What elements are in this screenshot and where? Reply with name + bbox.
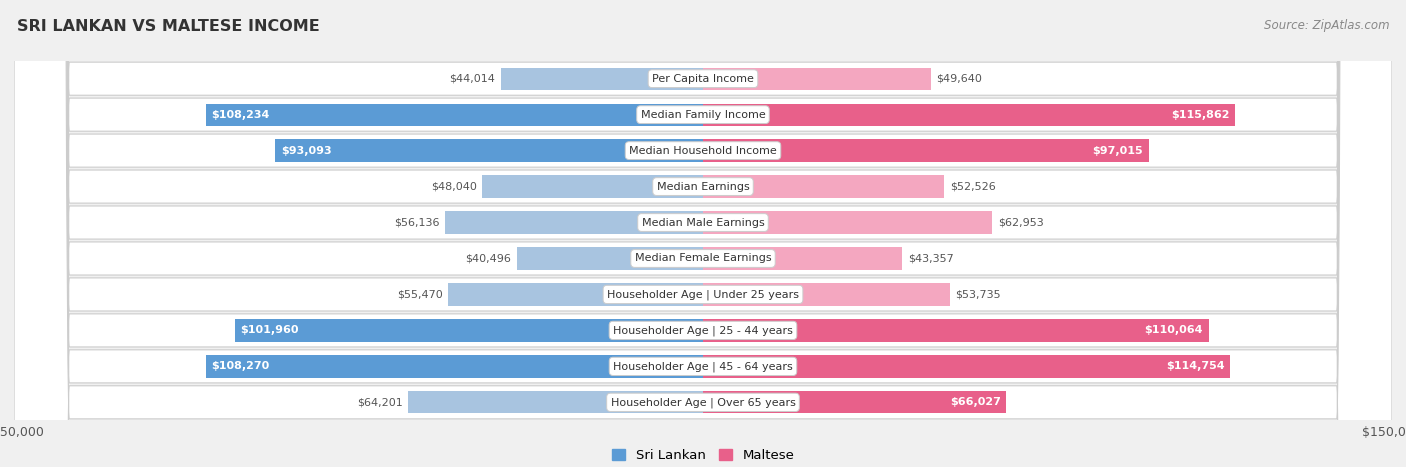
Text: $66,027: $66,027 xyxy=(950,397,1001,407)
FancyBboxPatch shape xyxy=(14,0,1392,467)
Bar xyxy=(703,140,1149,162)
Bar xyxy=(517,248,703,269)
Bar xyxy=(703,212,993,234)
Bar xyxy=(276,140,703,162)
Bar xyxy=(501,68,703,90)
FancyBboxPatch shape xyxy=(14,0,1392,467)
Text: $53,735: $53,735 xyxy=(955,290,1001,299)
Text: $49,640: $49,640 xyxy=(936,74,983,84)
Bar xyxy=(408,391,703,413)
Text: $43,357: $43,357 xyxy=(908,254,953,263)
Text: $55,470: $55,470 xyxy=(396,290,443,299)
Text: Median Male Earnings: Median Male Earnings xyxy=(641,218,765,227)
FancyBboxPatch shape xyxy=(14,0,1392,467)
Text: Median Family Income: Median Family Income xyxy=(641,110,765,120)
Text: Source: ZipAtlas.com: Source: ZipAtlas.com xyxy=(1264,19,1389,32)
Bar xyxy=(703,104,1234,126)
Text: $64,201: $64,201 xyxy=(357,397,402,407)
Text: $40,496: $40,496 xyxy=(465,254,512,263)
Bar xyxy=(703,176,945,198)
Text: $93,093: $93,093 xyxy=(281,146,332,156)
Text: Median Household Income: Median Household Income xyxy=(628,146,778,156)
FancyBboxPatch shape xyxy=(14,0,1392,467)
Text: $114,754: $114,754 xyxy=(1166,361,1225,371)
Text: Householder Age | 45 - 64 years: Householder Age | 45 - 64 years xyxy=(613,361,793,372)
Bar xyxy=(449,283,703,305)
Bar xyxy=(205,355,703,377)
Text: $97,015: $97,015 xyxy=(1092,146,1143,156)
Bar xyxy=(703,391,1007,413)
Bar xyxy=(703,319,1209,341)
Text: $115,862: $115,862 xyxy=(1171,110,1230,120)
FancyBboxPatch shape xyxy=(14,0,1392,467)
Text: $108,270: $108,270 xyxy=(211,361,270,371)
Text: $52,526: $52,526 xyxy=(950,182,995,191)
Bar xyxy=(703,68,931,90)
Bar xyxy=(235,319,703,341)
Text: Median Female Earnings: Median Female Earnings xyxy=(634,254,772,263)
Bar xyxy=(703,355,1230,377)
Text: Householder Age | Over 65 years: Householder Age | Over 65 years xyxy=(610,397,796,408)
FancyBboxPatch shape xyxy=(14,0,1392,467)
Text: $44,014: $44,014 xyxy=(450,74,495,84)
Legend: Sri Lankan, Maltese: Sri Lankan, Maltese xyxy=(606,444,800,467)
FancyBboxPatch shape xyxy=(14,0,1392,467)
Bar xyxy=(703,248,903,269)
Bar xyxy=(482,176,703,198)
FancyBboxPatch shape xyxy=(14,0,1392,467)
Text: Householder Age | 25 - 44 years: Householder Age | 25 - 44 years xyxy=(613,325,793,336)
Text: $62,953: $62,953 xyxy=(998,218,1043,227)
FancyBboxPatch shape xyxy=(14,0,1392,467)
Text: $110,064: $110,064 xyxy=(1144,325,1204,335)
Text: Householder Age | Under 25 years: Householder Age | Under 25 years xyxy=(607,289,799,300)
Text: Per Capita Income: Per Capita Income xyxy=(652,74,754,84)
Text: SRI LANKAN VS MALTESE INCOME: SRI LANKAN VS MALTESE INCOME xyxy=(17,19,319,34)
Text: $108,234: $108,234 xyxy=(211,110,270,120)
Text: $48,040: $48,040 xyxy=(432,182,477,191)
Bar xyxy=(205,104,703,126)
Text: Median Earnings: Median Earnings xyxy=(657,182,749,191)
FancyBboxPatch shape xyxy=(14,0,1392,467)
Text: $56,136: $56,136 xyxy=(394,218,440,227)
Bar xyxy=(703,283,950,305)
Bar xyxy=(446,212,703,234)
Text: $101,960: $101,960 xyxy=(240,325,298,335)
